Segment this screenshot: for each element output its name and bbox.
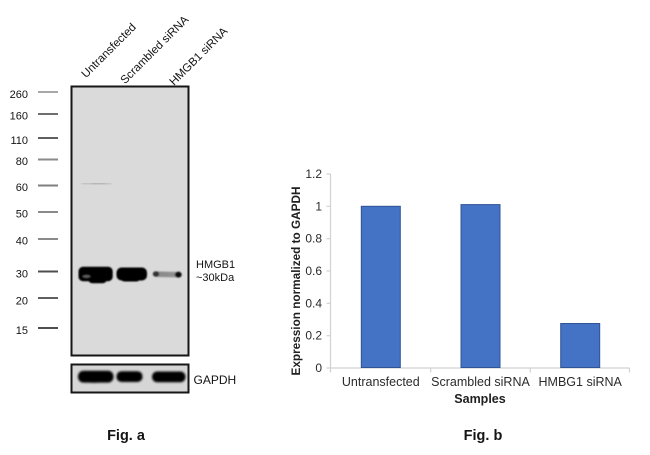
svg-text:0.6: 0.6: [305, 264, 322, 278]
svg-text:30: 30: [16, 269, 28, 281]
svg-text:HMGB1: HMGB1: [196, 259, 235, 271]
svg-text:15: 15: [16, 325, 28, 337]
svg-text:Untransfected: Untransfected: [342, 375, 420, 389]
svg-text:50: 50: [16, 209, 28, 221]
svg-text:0: 0: [315, 361, 322, 375]
svg-text:HMBG1 siRNA: HMBG1 siRNA: [539, 375, 623, 389]
svg-text:Fig. a: Fig. a: [107, 428, 146, 444]
svg-text:1: 1: [315, 199, 322, 213]
svg-text:Scrambled siRNA: Scrambled siRNA: [431, 375, 530, 389]
svg-text:20: 20: [16, 296, 28, 308]
svg-text:110: 110: [10, 135, 28, 147]
svg-text:80: 80: [16, 156, 28, 168]
svg-text:1.2: 1.2: [305, 167, 322, 181]
svg-text:40: 40: [16, 236, 28, 248]
svg-text:Samples: Samples: [454, 392, 505, 406]
svg-text:60: 60: [16, 182, 28, 194]
svg-text:260: 260: [10, 89, 28, 101]
svg-text:Fig. b: Fig. b: [464, 428, 503, 444]
svg-text:Expression normalized to GAPDH: Expression normalized to GAPDH: [289, 187, 303, 376]
svg-text:0.8: 0.8: [305, 232, 322, 246]
svg-text:160: 160: [10, 111, 28, 123]
svg-text:0.2: 0.2: [305, 329, 322, 343]
svg-text:GAPDH: GAPDH: [194, 373, 237, 387]
svg-text:0.4: 0.4: [305, 296, 322, 310]
svg-text:~30kDa: ~30kDa: [196, 272, 235, 284]
